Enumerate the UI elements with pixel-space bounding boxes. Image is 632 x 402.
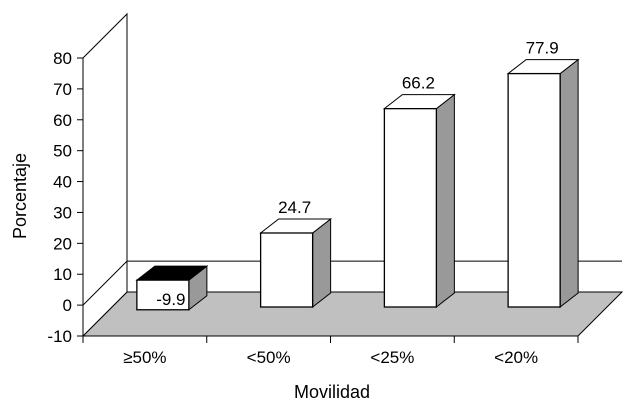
bar-front [259, 232, 314, 308]
bar-front [383, 108, 438, 308]
x-tick-label: ≥50% [123, 348, 166, 367]
data-label: -9.9 [156, 290, 185, 309]
x-axis-label: Movilidad [294, 382, 370, 402]
bar: 66.2 [382, 74, 456, 309]
y-axis-label: Porcentaje [10, 153, 30, 239]
y-tick-label: 70 [53, 80, 72, 99]
x-tick-label: <20% [494, 348, 538, 367]
x-axis-ticks: ≥50% <50% <25% <20% [82, 335, 579, 367]
y-tick-label: -10 [47, 327, 72, 346]
data-label: 24.7 [278, 198, 311, 217]
y-tick-label: 60 [53, 111, 72, 130]
bar-side [435, 93, 455, 309]
y-tick-label: 80 [53, 49, 72, 68]
x-tick-label: <25% [370, 348, 414, 367]
bar-front [507, 72, 561, 308]
bars: -9.9 24.7 66.2 77.9 [135, 39, 580, 311]
y-tick-label: 10 [53, 265, 72, 284]
data-label: 77.9 [526, 39, 559, 58]
y-axis-ticks: -10 0 10 20 30 40 50 60 70 80 [47, 49, 84, 346]
x-tick-label: <50% [247, 348, 291, 367]
y-tick-label: 20 [53, 234, 72, 253]
zero-depth-line [82, 260, 128, 306]
bar: 24.7 [259, 198, 333, 309]
bar-side [312, 217, 332, 309]
bar-side [559, 58, 579, 309]
data-label: 66.2 [402, 74, 435, 93]
y-tick-label: 50 [53, 142, 72, 161]
chart-side-wall [82, 12, 128, 338]
bar-front [136, 279, 190, 311]
bar: 77.9 [506, 39, 580, 309]
y-tick-label: 40 [53, 173, 72, 192]
y-tick-label: 30 [53, 203, 72, 222]
bar: -9.9 [135, 265, 209, 311]
y-tick-label: 0 [63, 296, 72, 315]
